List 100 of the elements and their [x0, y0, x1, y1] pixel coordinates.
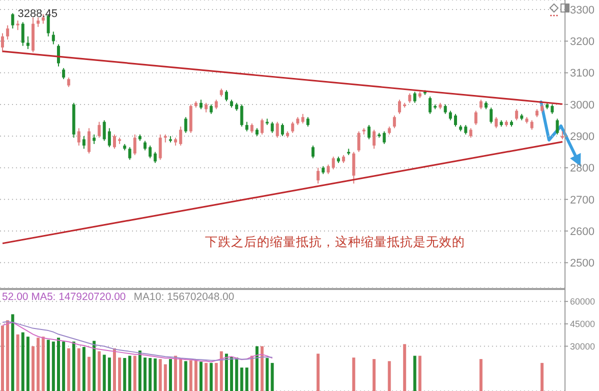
bar — [210, 362, 213, 391]
candlestick — [77, 128, 80, 146]
bar — [21, 332, 24, 391]
y-tick-label: 2500 — [570, 258, 594, 270]
y-tick-label: 3000 — [570, 99, 594, 112]
bar — [372, 359, 376, 391]
candlestick — [26, 36, 30, 50]
bar — [184, 361, 188, 391]
candlestick — [224, 90, 228, 102]
bar — [235, 358, 238, 391]
y-tick-label: 2800 — [570, 162, 594, 175]
bar — [32, 346, 35, 391]
candlestick — [154, 151, 157, 164]
y-tick-label: 2900 — [570, 130, 594, 143]
candlestick — [11, 12, 14, 29]
bar — [98, 351, 101, 391]
bar — [72, 342, 76, 391]
candlestick — [144, 140, 147, 151]
candlestick — [464, 124, 468, 136]
candlestick — [88, 128, 91, 154]
candlestick — [133, 134, 136, 156]
bar — [316, 354, 320, 391]
candlestick — [102, 120, 106, 142]
bar — [413, 356, 416, 391]
candlestick — [270, 121, 274, 134]
bar — [174, 356, 178, 391]
y-tick-label: 45000 — [570, 319, 596, 330]
candlestick — [52, 31, 55, 45]
candlestick — [204, 102, 208, 113]
candlestick — [367, 124, 370, 140]
candlestick — [62, 68, 66, 80]
bar — [200, 362, 203, 391]
candlestick — [454, 113, 458, 128]
candlestick — [408, 92, 412, 104]
bar — [154, 358, 157, 391]
candlestick — [200, 99, 203, 110]
bar — [388, 361, 391, 391]
annotation: 下跌之后的缩量抵抗，这种缩量抵抗是无效的 — [205, 234, 465, 251]
candlestick — [56, 44, 60, 67]
candlestick — [16, 20, 20, 31]
candlestick — [316, 167, 320, 184]
candlestick — [494, 116, 498, 129]
candlestick — [179, 126, 182, 146]
bar — [92, 340, 96, 391]
bar — [204, 362, 208, 391]
bar — [133, 356, 136, 391]
bar — [168, 359, 172, 391]
bar — [144, 358, 147, 391]
bar — [540, 362, 544, 391]
bar — [189, 360, 192, 391]
bar — [148, 358, 152, 391]
y-tick-label: 30000 — [570, 341, 596, 352]
bar — [46, 340, 50, 391]
candlestick — [413, 91, 416, 104]
y-tick-label: 3200 — [570, 36, 594, 48]
candlestick — [392, 115, 396, 129]
candlestick — [6, 24, 10, 40]
candlestick — [128, 146, 132, 160]
bar — [6, 320, 10, 391]
bar — [82, 346, 86, 391]
candlestick — [556, 118, 559, 136]
annotation: 3288.45 — [18, 8, 58, 20]
bar — [1, 326, 4, 391]
candlestick — [357, 130, 360, 152]
candlestick — [210, 104, 213, 114]
bar — [52, 342, 55, 391]
bar — [138, 350, 142, 391]
candlestick — [1, 32, 4, 53]
candlestick — [352, 151, 356, 184]
candlestick — [306, 116, 310, 128]
candlestick — [550, 104, 554, 114]
bar — [77, 348, 80, 391]
bar — [245, 368, 248, 391]
candlestick — [260, 118, 264, 136]
y-tick-label: 3100 — [570, 68, 594, 80]
y-tick-label: 2600 — [570, 226, 594, 238]
bar — [194, 359, 198, 391]
bar — [256, 346, 259, 391]
bar — [26, 336, 30, 391]
annotation: 52.00 MA5: 147920720.00 — [2, 291, 126, 303]
candlestick — [67, 77, 70, 88]
bar — [36, 338, 40, 391]
y-tick-label: 2700 — [570, 194, 594, 206]
bar — [62, 342, 66, 391]
candlestick — [214, 99, 218, 110]
candlestick — [245, 121, 248, 132]
bar — [214, 362, 218, 391]
candlestick — [311, 145, 314, 159]
candlestick — [448, 110, 452, 121]
bar — [88, 356, 91, 391]
bar — [266, 358, 269, 391]
bar — [164, 364, 167, 391]
candlestick — [444, 104, 447, 114]
candlestick — [490, 107, 493, 124]
bar — [118, 358, 122, 391]
bar — [479, 359, 482, 391]
candlestick — [82, 136, 86, 150]
candlestick — [148, 145, 152, 159]
candlestick — [98, 121, 101, 138]
y-tick-label: 3300 — [570, 4, 594, 16]
